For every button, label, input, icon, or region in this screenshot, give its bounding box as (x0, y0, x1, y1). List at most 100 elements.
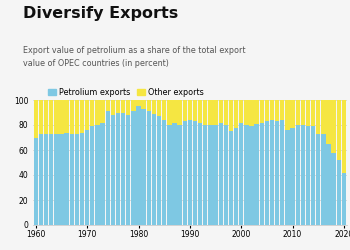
Bar (331, 100, 336, 152)
Text: Export value of petrolium as a share of the total export
value of OPEC countries: Export value of petrolium as a share of … (23, 46, 245, 68)
Bar (208, 125, 212, 225)
Bar (249, 100, 254, 126)
Bar (224, 100, 228, 125)
Bar (280, 100, 285, 120)
Bar (183, 100, 187, 121)
Bar (183, 121, 187, 225)
Bar (337, 160, 341, 225)
Bar (49, 134, 54, 225)
Bar (162, 100, 166, 120)
Bar (111, 100, 115, 115)
Bar (275, 121, 279, 225)
Bar (147, 111, 151, 225)
Bar (265, 100, 269, 121)
Bar (203, 100, 208, 125)
Bar (54, 134, 58, 225)
Bar (198, 122, 202, 225)
Bar (39, 100, 43, 134)
Bar (85, 130, 89, 225)
Bar (126, 100, 131, 115)
Bar (275, 100, 279, 121)
Bar (152, 114, 156, 225)
Bar (141, 109, 146, 225)
Bar (260, 100, 264, 122)
Bar (177, 125, 182, 225)
Bar (203, 125, 208, 225)
Bar (214, 100, 218, 125)
Bar (136, 106, 141, 225)
Bar (244, 125, 248, 225)
Bar (136, 100, 141, 106)
Bar (244, 100, 248, 125)
Bar (270, 100, 274, 120)
Bar (59, 134, 64, 225)
Bar (326, 100, 331, 144)
Bar (90, 100, 94, 126)
Bar (54, 100, 58, 134)
Bar (316, 134, 321, 225)
Bar (295, 125, 300, 225)
Bar (301, 100, 305, 125)
Bar (198, 100, 202, 122)
Bar (172, 122, 177, 225)
Bar (75, 100, 79, 134)
Bar (321, 134, 326, 225)
Bar (64, 132, 69, 225)
Bar (218, 100, 223, 122)
Bar (75, 134, 79, 225)
Bar (131, 111, 135, 225)
Bar (80, 100, 84, 132)
Bar (285, 100, 290, 130)
Bar (326, 144, 331, 225)
Bar (234, 128, 238, 225)
Bar (167, 125, 172, 225)
Bar (152, 100, 156, 114)
Bar (285, 130, 290, 225)
Bar (306, 126, 310, 225)
Bar (224, 125, 228, 225)
Bar (121, 100, 125, 112)
Bar (90, 126, 94, 225)
Bar (95, 100, 100, 125)
Bar (162, 120, 166, 225)
Bar (44, 134, 48, 225)
Bar (208, 100, 212, 125)
Bar (342, 172, 346, 225)
Text: Diversify Exports: Diversify Exports (23, 6, 178, 21)
Bar (290, 100, 295, 128)
Bar (177, 100, 182, 125)
Bar (280, 120, 285, 225)
Bar (106, 111, 110, 225)
Bar (234, 100, 238, 128)
Bar (193, 121, 197, 225)
Bar (218, 122, 223, 225)
Bar (311, 100, 315, 126)
Bar (141, 100, 146, 109)
Bar (80, 132, 84, 225)
Bar (331, 152, 336, 225)
Bar (239, 100, 243, 122)
Bar (106, 100, 110, 111)
Bar (214, 125, 218, 225)
Bar (34, 100, 38, 138)
Bar (131, 100, 135, 111)
Bar (316, 100, 321, 134)
Bar (172, 100, 177, 122)
Legend: Petrolium exports, Other exports: Petrolium exports, Other exports (48, 88, 204, 97)
Bar (64, 100, 69, 132)
Bar (157, 100, 161, 116)
Bar (147, 100, 151, 111)
Bar (116, 100, 120, 112)
Bar (111, 115, 115, 225)
Bar (39, 134, 43, 225)
Bar (188, 120, 192, 225)
Bar (100, 122, 105, 225)
Bar (311, 126, 315, 225)
Bar (290, 128, 295, 225)
Bar (49, 100, 54, 134)
Bar (85, 100, 89, 130)
Bar (295, 100, 300, 125)
Bar (306, 100, 310, 126)
Bar (167, 100, 172, 125)
Bar (70, 134, 74, 225)
